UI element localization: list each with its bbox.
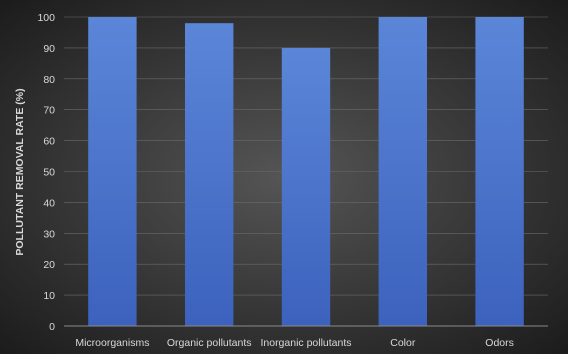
y-tick-label: 0 bbox=[49, 321, 55, 333]
y-tick-label: 50 bbox=[43, 167, 55, 179]
bar-inorganic-pollutants bbox=[281, 47, 331, 327]
x-axis-tick-labels: Microorganisms Organic pollutants Inorgani… bbox=[75, 337, 514, 349]
y-tick-label: 90 bbox=[43, 43, 55, 55]
y-tick-label: 10 bbox=[43, 290, 55, 302]
x-tick-label: Inorganic pollutants bbox=[260, 337, 351, 349]
y-axis-title: POLLUTANT REMOVAL RATE (%) bbox=[14, 88, 26, 255]
bars bbox=[88, 17, 524, 327]
bar-color bbox=[378, 17, 427, 326]
y-tick-label: 30 bbox=[43, 228, 55, 240]
x-tick-label: Color bbox=[390, 337, 416, 349]
y-tick-label: 100 bbox=[37, 12, 55, 24]
y-axis-tick-labels: 0 10 20 30 40 50 60 70 80 90 100 bbox=[37, 12, 55, 333]
y-tick-label: 60 bbox=[43, 136, 55, 148]
y-tick-label: 20 bbox=[43, 259, 55, 271]
y-tick-label: 80 bbox=[43, 74, 55, 86]
bar-odors bbox=[475, 17, 524, 326]
y-tick-label: 70 bbox=[43, 105, 55, 117]
x-tick-label: Microorganisms bbox=[75, 337, 149, 349]
bar-organic-pollutants bbox=[185, 23, 234, 327]
bar-microorganisms bbox=[88, 17, 137, 326]
y-tick-label: 40 bbox=[43, 197, 55, 209]
x-tick-label: Organic pollutants bbox=[167, 337, 252, 349]
x-tick-label: Odors bbox=[485, 337, 514, 349]
